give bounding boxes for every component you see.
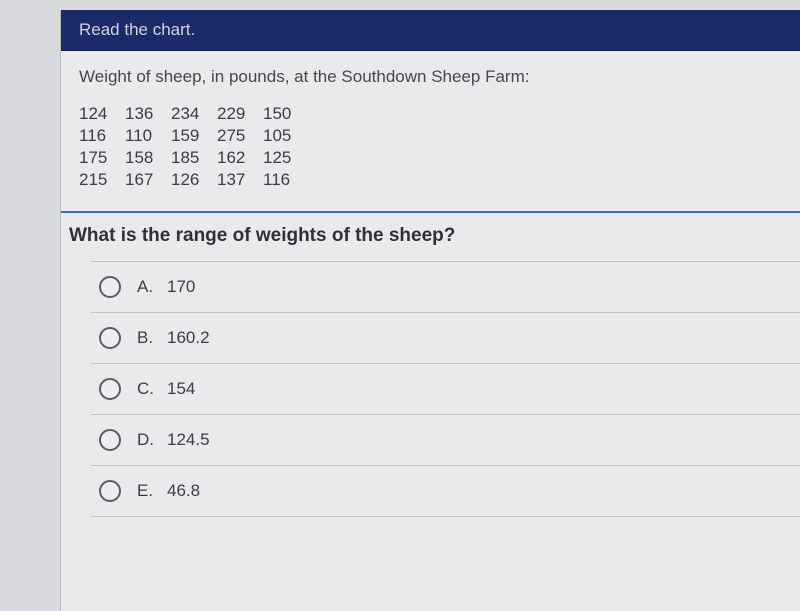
option-value: 46.8 [167,481,200,501]
data-cell: 125 [263,147,309,169]
table-row: 116 110 159 275 105 [79,125,309,147]
data-cell: 105 [263,125,309,147]
table-row: 215 167 126 137 116 [79,169,309,191]
question-text: What is the range of weights of the shee… [69,213,800,261]
data-cell: 137 [217,169,263,191]
option-c[interactable]: C. 154 [91,363,800,414]
radio-icon[interactable] [99,378,121,400]
data-cell: 126 [171,169,217,191]
data-cell: 167 [125,169,171,191]
option-letter: D. [137,430,161,450]
section-title: Read the chart. [79,20,195,39]
option-b[interactable]: B. 160.2 [91,312,800,363]
option-value: 170 [167,277,195,297]
radio-icon[interactable] [99,429,121,451]
data-cell: 215 [79,169,125,191]
data-cell: 185 [171,147,217,169]
data-cell: 229 [217,103,263,125]
table-row: 124 136 234 229 150 [79,103,309,125]
option-letter: A. [137,277,161,297]
option-a[interactable]: A. 170 [91,261,800,312]
data-cell: 234 [171,103,217,125]
radio-icon[interactable] [99,276,121,298]
data-cell: 158 [125,147,171,169]
radio-icon[interactable] [99,480,121,502]
data-cell: 150 [263,103,309,125]
table-row: 175 158 185 162 125 [79,147,309,169]
section-header: Read the chart. [61,10,800,51]
option-e[interactable]: E. 46.8 [91,465,800,517]
data-cell: 275 [217,125,263,147]
radio-icon[interactable] [99,327,121,349]
data-cell: 116 [263,169,309,191]
prompt-text: Weight of sheep, in pounds, at the South… [79,67,782,87]
option-letter: B. [137,328,161,348]
options-list: A. 170 B. 160.2 C. 154 D. 124.5 E. 46.8 [91,261,800,517]
data-cell: 110 [125,125,171,147]
option-d[interactable]: D. 124.5 [91,414,800,465]
quiz-page: Read the chart. Weight of sheep, in poun… [60,10,800,611]
data-cell: 124 [79,103,125,125]
option-letter: C. [137,379,161,399]
prompt-block: Weight of sheep, in pounds, at the South… [61,51,800,205]
option-value: 160.2 [167,328,210,348]
data-cell: 175 [79,147,125,169]
option-value: 124.5 [167,430,210,450]
data-cell: 116 [79,125,125,147]
option-value: 154 [167,379,195,399]
option-letter: E. [137,481,161,501]
data-table: 124 136 234 229 150 116 110 159 275 105 … [79,103,309,191]
data-cell: 162 [217,147,263,169]
data-cell: 159 [171,125,217,147]
data-cell: 136 [125,103,171,125]
